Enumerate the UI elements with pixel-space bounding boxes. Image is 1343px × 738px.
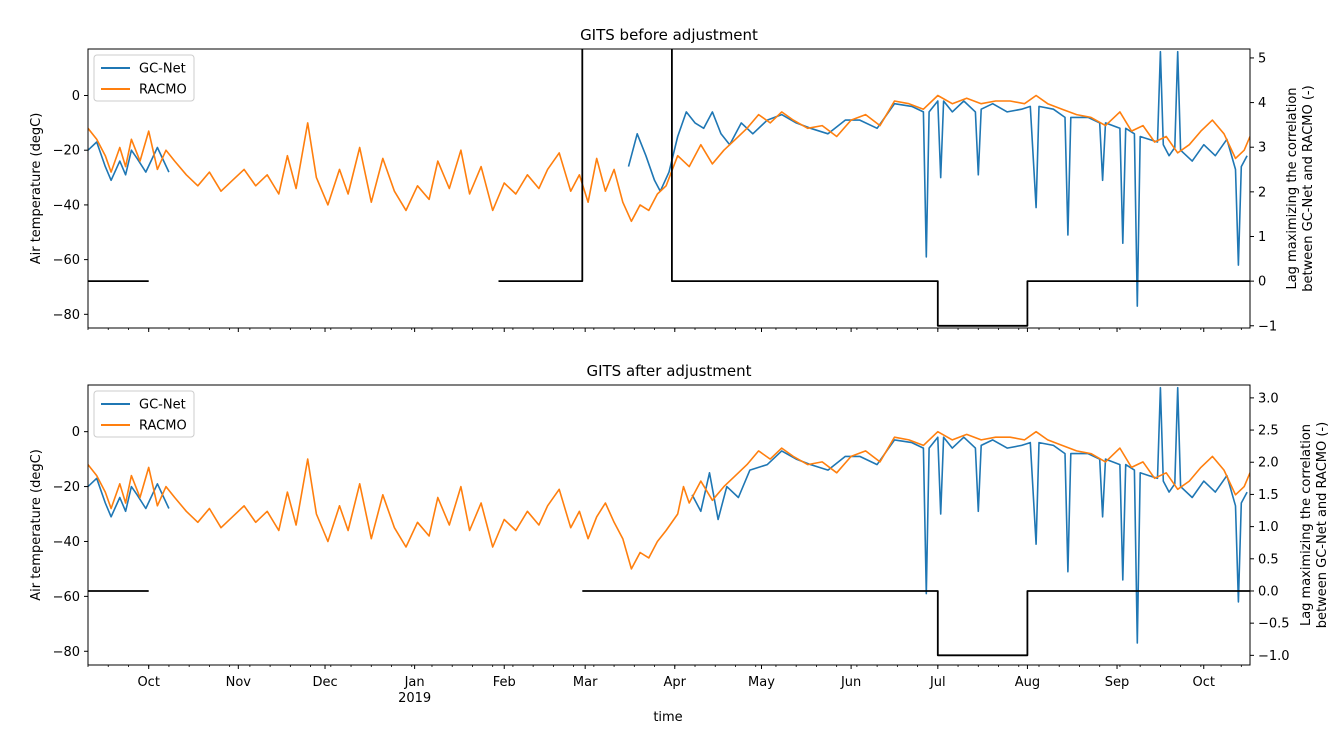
y-tick-label: 0 [72,89,80,104]
y-right-tick-label: 1.5 [1258,488,1279,503]
y-right-tick-label: 5 [1258,51,1266,66]
series-lag-line [88,49,1250,326]
x-tick-label: Aug [1015,675,1040,690]
x-tick-label: Sep [1105,675,1130,690]
x-tick-label: Nov [226,675,252,690]
axes-frame [88,49,1250,328]
y-right-axis-label: between GC-Net and RACMO (-) [1315,422,1330,628]
y-tick-label: −40 [53,535,80,550]
y-right-tick-label: 0.0 [1258,584,1279,599]
x-tick-label: Oct [137,675,159,690]
y-right-tick-label: 1.0 [1258,520,1279,535]
x-tick-label: Mar [573,675,598,690]
chart-title: GITS before adjustment [580,26,758,44]
y-tick-label: −60 [53,590,80,605]
series-racmo-line [88,96,1250,222]
x-tick-label: Jun [840,675,861,690]
y-tick-label: −40 [53,198,80,213]
legend-entry: RACMO [139,419,187,434]
y-tick-label: 0 [72,425,80,440]
series-racmo-line [88,432,1250,569]
y-right-tick-label: 2 [1258,185,1266,200]
x-tick-label: Jul [929,675,946,690]
y-right-tick-label: 2.0 [1258,456,1279,471]
x-tick-label: Oct [1193,675,1215,690]
chart-panel-after: 0 −20 −40 −60 −80 3.0 2.5 2.0 1.5 1.0 0.5 0.0 −0.5 −1… [29,362,1330,706]
y-tick-label: −80 [53,308,80,323]
y-right-tick-label: 0 [1258,275,1266,290]
y-tick-label: −80 [53,645,80,660]
legend-entry: GC-Net [139,398,186,413]
y-right-axis-label: Lag maximizing the correlation [1299,424,1314,626]
x-tick-label: May [748,675,775,690]
y-right-tick-label: 3 [1258,141,1266,156]
y-tick-label: −20 [53,144,80,159]
x-tick-label: Jan [404,675,425,690]
y-right-axis-label: Lag maximizing the correlation [1285,87,1300,289]
legend-entry: RACMO [139,83,187,98]
series-lag-line [88,591,1250,655]
y-right-tick-label: 2.5 [1258,424,1279,439]
x-tick-year-label: 2019 [398,691,431,706]
y-axis-label: Air temperature (degC) [29,113,44,265]
x-tick-label: Apr [664,675,687,690]
y-right-tick-label: 0.5 [1258,552,1279,567]
y-right-tick-label: −0.5 [1258,617,1290,632]
legend-entry: GC-Net [139,62,186,77]
y-right-tick-label: 1 [1258,230,1266,245]
legend: GC-Net RACMO [94,55,194,101]
y-right-tick-label: −1.0 [1258,649,1290,664]
y-tick-label: −60 [53,253,80,268]
y-right-tick-label: 4 [1258,96,1266,111]
y-right-tick-label: −1 [1258,319,1277,334]
y-tick-label: −20 [53,480,80,495]
x-tick-label: Dec [312,675,337,690]
chart-title: GITS after adjustment [586,362,751,380]
x-tick-label: Feb [493,675,516,690]
y-right-axis-label: between GC-Net and RACMO (-) [1301,85,1316,291]
y-right-tick-label: 3.0 [1258,391,1279,406]
y-axis-label: Air temperature (degC) [29,449,44,601]
chart-panel-before: 0 −20 −40 −60 −80 5 4 3 2 1 0 −1 GITS before adjustm… [29,26,1316,334]
x-axis-label: time [653,710,682,725]
legend: GC-Net RACMO [94,391,194,437]
